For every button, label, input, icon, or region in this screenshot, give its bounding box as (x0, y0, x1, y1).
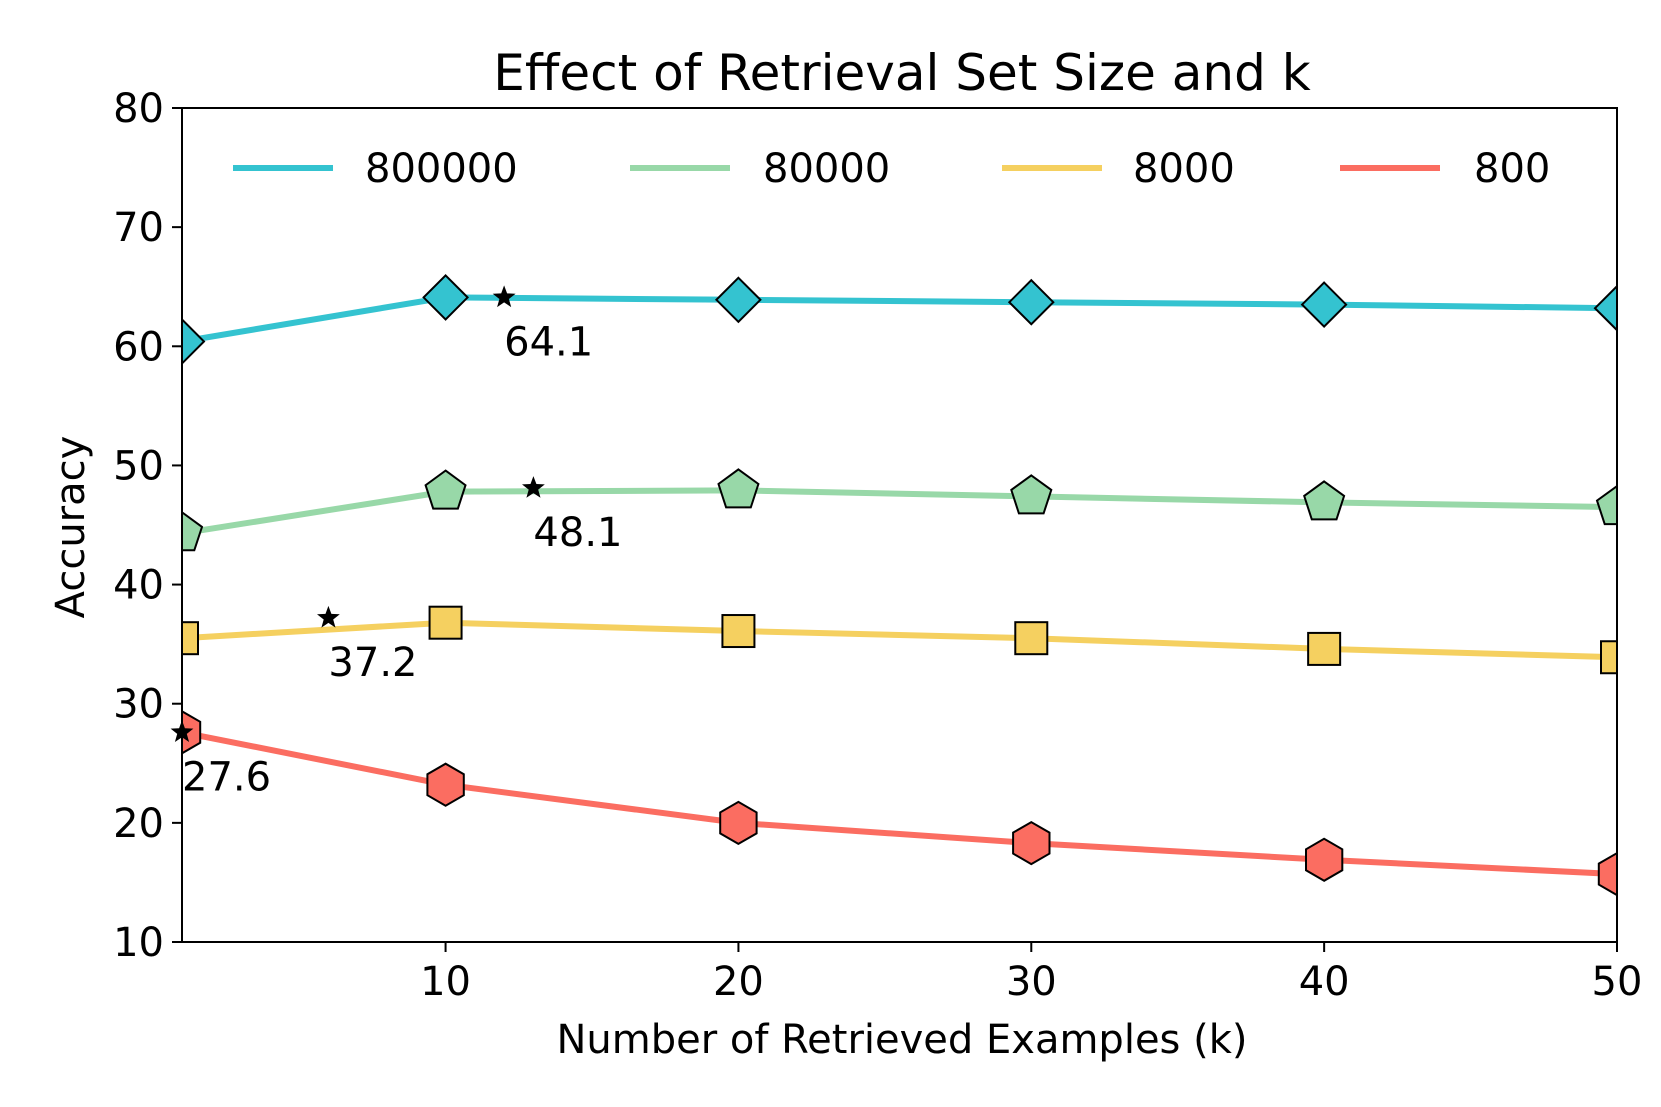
x-axis-ticks: 10 20 30 40 50 (420, 942, 1642, 1005)
legend: 800000 80000 8000 800 (233, 146, 1550, 192)
data-point-8000 (1014, 621, 1049, 656)
data-point-800 (719, 800, 758, 846)
x-tick-label: 50 (1592, 959, 1643, 1005)
legend-label: 8000 (1133, 146, 1235, 192)
data-point-800000 (1007, 278, 1055, 326)
legend-item-800000: 800000 (233, 146, 518, 192)
data-point-8000 (721, 614, 756, 649)
series-line-8000 (182, 619, 1617, 661)
annotation-layer: 64.1 48.1 37.2 27.6 (170, 285, 622, 800)
legend-item-800: 800 (1340, 146, 1550, 192)
data-point-800000 (1300, 281, 1348, 329)
legend-label: 800000 (365, 146, 518, 192)
annotation-label: 37.2 (328, 640, 417, 686)
data-point-800 (182, 710, 202, 755)
data-point-800 (426, 762, 465, 807)
data-point-800000 (1593, 284, 1617, 332)
y-tick-label: 60 (113, 324, 164, 370)
y-tick-label: 80 (113, 86, 164, 132)
y-axis-ticks: 10 20 30 40 50 60 70 80 (113, 86, 182, 966)
x-axis-label: Number of Retrieved Examples (k) (557, 1017, 1248, 1063)
data-point-8000 (182, 621, 199, 656)
series-line-80000 (182, 487, 1617, 537)
y-tick-label: 10 (113, 920, 164, 966)
series-line-800000 (182, 294, 1617, 345)
data-point-800000 (714, 276, 762, 324)
data-point-80000 (1303, 480, 1346, 521)
x-tick-label: 30 (1006, 959, 1057, 1005)
series-80000 (182, 468, 1617, 552)
data-point-800 (1305, 837, 1344, 882)
annotation-label: 27.6 (182, 754, 271, 800)
legend-item-80000: 80000 (630, 146, 890, 192)
data-point-800 (1012, 820, 1051, 866)
chart-title: Effect of Retrieval Set Size and k (493, 44, 1310, 102)
x-tick-label: 20 (713, 959, 764, 1005)
data-point-800000 (422, 273, 470, 321)
y-tick-label: 50 (113, 443, 164, 489)
plot-frame (181, 107, 1618, 943)
data-point-800000 (182, 318, 206, 365)
best-marker-star (522, 476, 545, 498)
data-point-8000 (1307, 631, 1342, 666)
series-line-800 (182, 729, 1617, 878)
data-point-80000 (1010, 474, 1053, 515)
series-layer (182, 273, 1617, 897)
legend-label: 80000 (763, 146, 890, 192)
series-800000 (182, 273, 1617, 365)
x-tick-label: 40 (1299, 959, 1350, 1005)
annotation-label: 48.1 (533, 510, 622, 556)
data-point-800 (1597, 851, 1617, 897)
data-point-8000 (428, 605, 463, 640)
annotation-label: 64.1 (504, 319, 593, 365)
best-marker-star (317, 605, 340, 628)
legend-item-8000: 8000 (1002, 146, 1235, 192)
x-tick-label: 10 (420, 959, 471, 1005)
data-point-80000 (1595, 484, 1617, 526)
legend-label: 800 (1474, 146, 1550, 192)
y-tick-label: 20 (113, 801, 164, 847)
y-tick-label: 40 (113, 563, 164, 609)
data-point-8000 (1600, 640, 1617, 675)
y-tick-label: 30 (113, 682, 164, 728)
data-point-80000 (717, 468, 760, 509)
series-8000 (182, 605, 1617, 675)
data-point-80000 (182, 511, 204, 552)
y-axis-label: Accuracy (48, 436, 94, 619)
series-800 (182, 710, 1617, 897)
y-tick-label: 70 (113, 205, 164, 251)
data-point-80000 (424, 469, 467, 510)
best-marker-star (492, 285, 516, 308)
